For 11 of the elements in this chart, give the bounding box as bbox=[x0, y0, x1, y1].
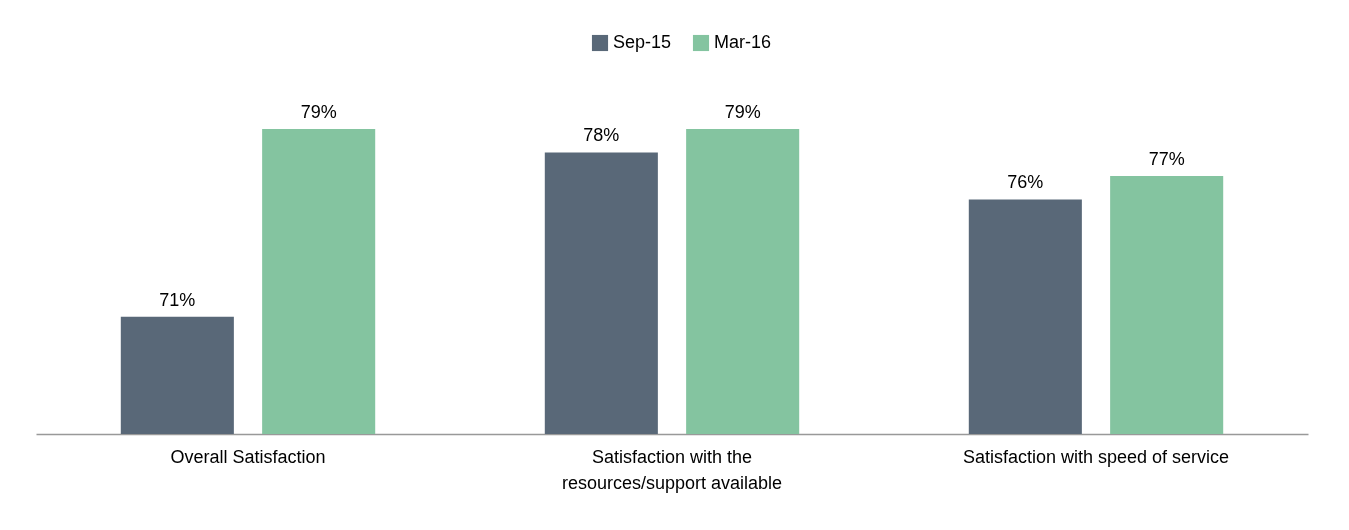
data-label: 78% bbox=[583, 125, 620, 146]
data-label: 76% bbox=[1007, 172, 1044, 193]
x-tick-label: Overall Satisfaction bbox=[170, 446, 326, 467]
data-label: 71% bbox=[159, 289, 196, 310]
data-label: 79% bbox=[724, 102, 761, 122]
data-label: 77% bbox=[1148, 148, 1185, 169]
data-label: 79% bbox=[300, 102, 337, 122]
x-tick-label: Satisfaction with speed of service bbox=[962, 446, 1230, 467]
legend-label: Mar-16 bbox=[714, 32, 772, 52]
legend-label: Sep-15 bbox=[613, 32, 672, 52]
x-tick-label: Satisfaction with the resources/support available bbox=[561, 446, 783, 493]
